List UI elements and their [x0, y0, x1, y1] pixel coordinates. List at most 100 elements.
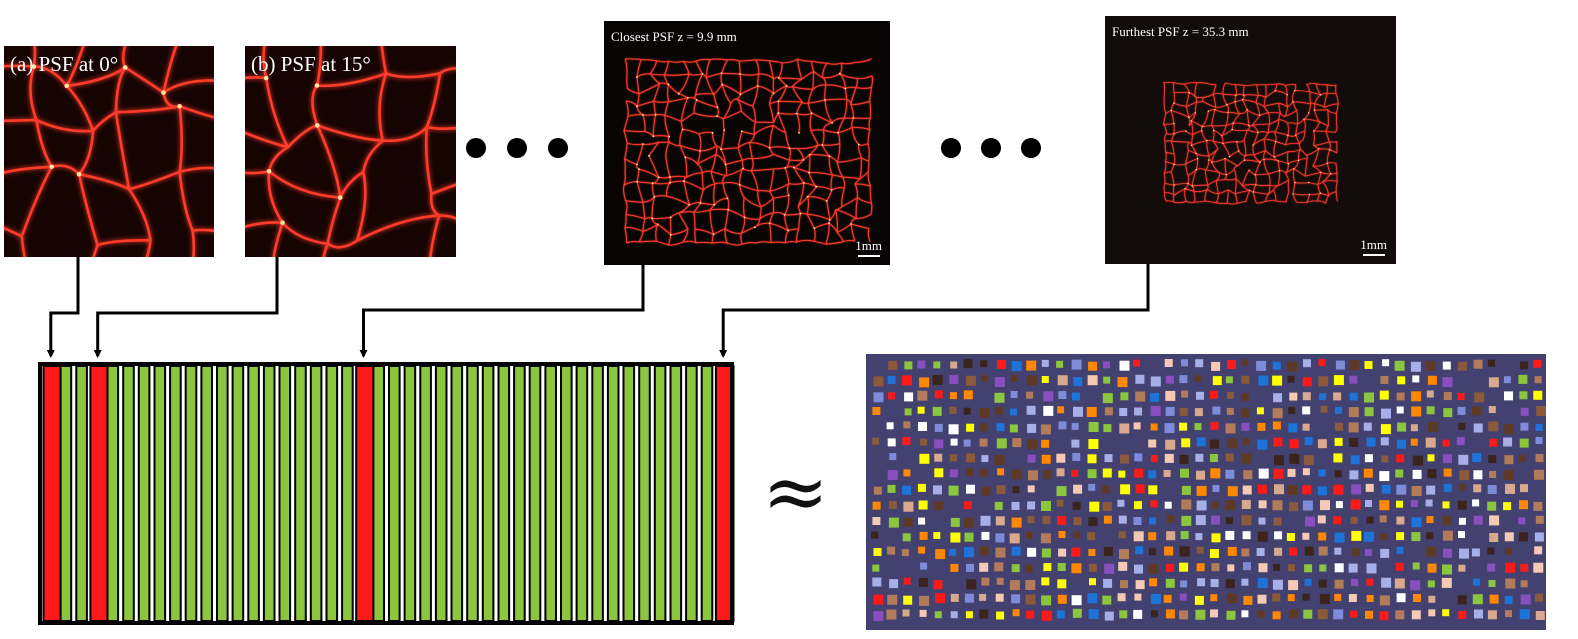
mosaic-pixel — [1334, 422, 1343, 431]
mosaic-pixel — [1472, 594, 1483, 605]
mosaic-pixel — [1520, 563, 1529, 572]
stack-slice — [481, 365, 495, 622]
mosaic-pixel — [1333, 609, 1344, 620]
mosaic-pixel — [1196, 563, 1205, 572]
mosaic-pixel — [1071, 595, 1082, 606]
mosaic-pixel — [1487, 359, 1495, 367]
mosaic-pixel — [1133, 359, 1140, 367]
mosaic-pixel — [1534, 469, 1544, 480]
mosaic-pixel — [1133, 422, 1141, 430]
mosaic-pixel — [1273, 393, 1283, 403]
closest-psf-image — [623, 58, 874, 246]
mosaic-pixel — [1210, 468, 1221, 479]
mosaic-pixel — [1043, 391, 1054, 402]
mosaic-pixel — [1195, 515, 1206, 526]
mosaic-pixel — [1164, 546, 1174, 556]
closest-psf-panel: Closest PSF z = 9.9 mm 1mm — [604, 21, 890, 265]
mosaic-pixel — [1258, 563, 1268, 573]
mosaic-pixel — [1210, 421, 1219, 430]
mosaic-pixel — [1397, 439, 1406, 449]
mosaic-pixel — [979, 546, 989, 556]
mosaic-pixel — [1473, 470, 1483, 480]
mosaic-pixel — [1335, 406, 1342, 414]
mosaic-pixel — [1472, 406, 1481, 416]
mosaic-pixel — [872, 407, 881, 415]
mosaic-pixel — [1181, 390, 1189, 398]
mosaic-pixel — [1442, 501, 1450, 509]
mosaic-pixel — [1503, 376, 1511, 384]
mosaic-pixel — [1289, 392, 1298, 401]
mosaic-pixel — [1335, 501, 1343, 509]
closest-scalebar-label: 1mm — [855, 238, 882, 253]
mosaic-pixel — [1456, 437, 1465, 446]
mosaic-pixel — [1165, 375, 1174, 384]
mosaic-pixel — [917, 483, 926, 492]
mosaic-pixel — [1243, 595, 1253, 605]
mosaic-pixel — [1027, 439, 1037, 450]
mosaic-pixel — [1302, 377, 1312, 387]
mosaic-pixel — [994, 501, 1003, 510]
mosaic-pixel — [1395, 469, 1404, 478]
mosaic-pixel — [997, 468, 1005, 476]
mosaic-pixel — [1211, 361, 1221, 371]
mosaic-pixel — [1056, 610, 1065, 619]
mosaic-pixel — [1087, 593, 1098, 604]
mosaic-pixel — [1102, 468, 1112, 478]
mosaic-pixel — [1272, 421, 1281, 430]
mosaic-pixel — [1179, 593, 1187, 601]
mosaic-pixel — [1394, 360, 1405, 371]
mosaic-pixel — [1196, 437, 1206, 447]
mosaic-pixel — [963, 407, 971, 415]
mosaic-pixel — [1117, 499, 1125, 507]
mosaic-pixel — [1241, 578, 1249, 586]
mosaic-pixel — [1257, 422, 1266, 431]
mosaic-pixel — [1025, 531, 1033, 539]
mosaic-pixel — [1381, 577, 1392, 588]
mosaic-pixel — [1088, 422, 1099, 432]
mosaic-pixel — [1289, 502, 1299, 512]
mosaic-pixel — [1302, 532, 1310, 540]
mosaic-pixel — [1181, 359, 1188, 367]
mosaic-pixel — [1334, 532, 1345, 543]
mosaic-pixel — [1443, 392, 1452, 401]
mosaic-pixel — [901, 549, 909, 557]
mosaic-pixel — [1211, 563, 1220, 572]
mosaic-pixel — [1318, 376, 1329, 387]
mosaic-pixel — [887, 594, 898, 605]
mosaic-pixel — [1274, 484, 1284, 495]
mosaic-pixel — [1257, 531, 1268, 542]
mosaic-pixel — [1104, 454, 1113, 463]
mosaic-pixel — [979, 593, 987, 601]
mosaic-pixel — [1334, 470, 1342, 478]
mosaic-pixel — [1057, 515, 1067, 525]
mosaic-pixel — [1210, 390, 1218, 399]
mosaic-pixel — [1165, 390, 1176, 401]
mosaic-pixel — [1442, 530, 1453, 541]
mosaic-pixel — [1241, 548, 1250, 557]
mosaic-pixel — [1349, 392, 1358, 401]
mosaic-pixel — [1151, 610, 1158, 618]
mosaic-pixel — [1026, 360, 1037, 371]
mosaic-pixel — [904, 408, 912, 416]
mosaic-pixel — [887, 546, 896, 555]
mosaic-pixel — [934, 390, 943, 399]
mosaic-pixel — [1211, 501, 1219, 509]
mosaic-pixel — [1487, 563, 1496, 572]
mosaic-pixel — [1180, 468, 1189, 478]
mosaic-pixel — [1226, 391, 1234, 399]
mosaic-pixel — [964, 593, 974, 603]
mosaic-pixel — [1241, 453, 1252, 464]
mosaic-pixel — [965, 375, 976, 386]
mosaic-pixel — [1457, 500, 1467, 510]
mosaic-pixel — [1396, 500, 1403, 508]
mosaic-pixel — [1518, 454, 1526, 462]
mosaic-pixel — [1317, 486, 1327, 496]
stack-slice — [560, 365, 573, 622]
stack-slice — [184, 365, 198, 622]
mosaic-pixel — [1086, 407, 1097, 417]
mosaic-pixel — [888, 360, 898, 370]
mosaic-pixel — [1272, 375, 1283, 386]
mosaic-pixel — [871, 531, 879, 539]
mosaic-pixel — [1027, 485, 1035, 493]
mosaic-pixel — [1041, 454, 1051, 464]
